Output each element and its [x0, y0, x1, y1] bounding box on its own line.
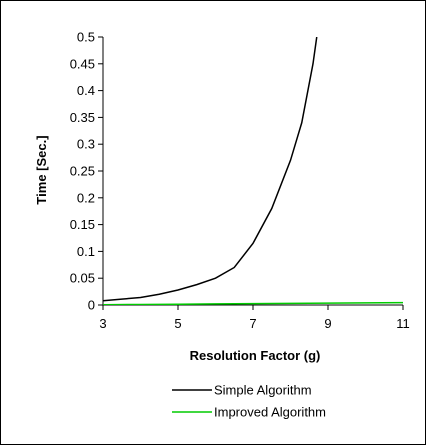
y-tick-label: 0.5	[77, 30, 95, 45]
legend-label: Simple Algorithm	[214, 383, 312, 398]
y-tick-label: 0.25	[70, 164, 95, 179]
legend: Simple Algorithm Improved Algorithm	[172, 383, 326, 420]
y-tick-label: 0.15	[70, 217, 95, 232]
x-tick-label: 7	[249, 316, 256, 331]
series-line-simple-algorithm	[103, 37, 318, 302]
x-tick-label: 5	[174, 316, 181, 331]
y-tick-label: 0.35	[70, 110, 95, 125]
x-tick-label: 3	[99, 316, 106, 331]
x-tick-label: 9	[324, 316, 331, 331]
x-tick-label: 11	[396, 316, 410, 331]
y-tick-label: 0.1	[77, 244, 95, 259]
y-tick-label: 0.3	[77, 137, 95, 152]
y-tick-label: 0.4	[77, 83, 95, 98]
legend-label: Improved Algorithm	[214, 405, 326, 420]
series-line-improved-algorithm	[103, 301, 403, 305]
y-tick-label: 0.45	[70, 56, 95, 71]
plot-area: 0 0.05 0.1 0.15 0.2 0.25 0.3 0.35 0.4 0.45 0.5 3 5 7 9…	[70, 30, 410, 332]
y-tick-label: 0.2	[77, 190, 95, 205]
y-tick-label: 0.05	[70, 271, 95, 286]
x-axis-title: Resolution Factor (g)	[190, 348, 321, 363]
y-tick-label: 0	[88, 298, 95, 313]
y-axis-title: Time [Sec.]	[34, 135, 49, 204]
